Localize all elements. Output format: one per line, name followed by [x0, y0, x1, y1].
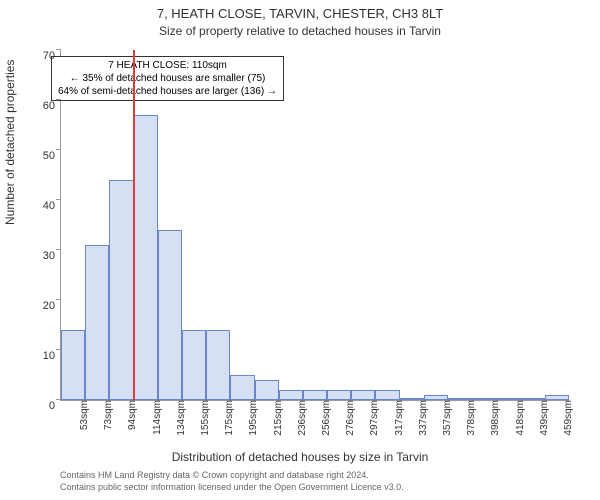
y-tick: 70 [43, 50, 61, 62]
x-tick: 236sqm [295, 400, 308, 436]
y-tick: 0 [49, 400, 61, 412]
histogram-bar [279, 390, 303, 400]
x-tick: 459sqm [561, 400, 574, 436]
property-marker-line [133, 50, 135, 400]
histogram-chart: 7 HEATH CLOSE: 110sqm ← 35% of detached … [60, 50, 569, 401]
x-tick: 418sqm [513, 400, 526, 436]
annotation-box: 7 HEATH CLOSE: 110sqm ← 35% of detached … [51, 56, 284, 101]
histogram-bar [303, 390, 327, 400]
x-tick: 114sqm [150, 400, 163, 435]
x-tick: 256sqm [319, 400, 332, 436]
x-tick: 317sqm [392, 400, 405, 436]
y-axis-label: Number of detached properties [3, 60, 17, 225]
histogram-bar [134, 115, 158, 400]
page-title: 7, HEATH CLOSE, TARVIN, CHESTER, CH3 8LT [0, 6, 600, 21]
histogram-bar [61, 330, 85, 400]
y-tick-mark [56, 199, 61, 200]
x-tick: 439sqm [537, 400, 550, 436]
x-tick: 94sqm [125, 400, 138, 430]
annotation-line1: 7 HEATH CLOSE: 110sqm [58, 59, 277, 72]
histogram-bar [85, 245, 109, 400]
histogram-bar [230, 375, 254, 400]
annotation-line3: 64% of semi-detached houses are larger (… [58, 85, 277, 98]
x-tick: 378sqm [464, 400, 477, 436]
footer-copyright: Contains HM Land Registry data © Crown c… [60, 470, 369, 482]
histogram-bar [109, 180, 133, 400]
y-tick-mark [56, 299, 61, 300]
x-tick: 297sqm [367, 400, 380, 436]
x-tick: 215sqm [271, 400, 284, 436]
histogram-bar [255, 380, 279, 400]
y-tick-mark [56, 49, 61, 50]
x-tick: 357sqm [440, 400, 453, 436]
histogram-bar [327, 390, 351, 400]
x-tick: 195sqm [246, 400, 259, 436]
x-tick: 134sqm [174, 400, 187, 436]
footer-license: Contains public sector information licen… [60, 482, 404, 494]
y-tick-mark [56, 149, 61, 150]
x-tick: 337sqm [416, 400, 429, 436]
y-tick: 20 [43, 300, 61, 312]
x-axis-label: Distribution of detached houses by size … [0, 450, 600, 464]
x-tick: 276sqm [343, 400, 356, 436]
annotation-line2: ← 35% of detached houses are smaller (75… [58, 72, 277, 85]
histogram-bar [206, 330, 230, 400]
histogram-bar [182, 330, 206, 400]
y-tick: 10 [43, 350, 61, 362]
x-tick: 175sqm [222, 400, 235, 436]
y-tick: 30 [43, 250, 61, 262]
x-tick: 155sqm [198, 400, 211, 436]
y-tick-mark [56, 249, 61, 250]
histogram-bar [375, 390, 399, 400]
x-tick: 73sqm [101, 400, 114, 430]
x-tick: 53sqm [77, 400, 90, 430]
histogram-bar [158, 230, 182, 400]
x-tick: 398sqm [488, 400, 501, 436]
y-tick: 50 [43, 150, 61, 162]
y-tick-mark [56, 99, 61, 100]
y-tick: 40 [43, 200, 61, 212]
page-subtitle: Size of property relative to detached ho… [0, 24, 600, 38]
histogram-bar [351, 390, 375, 400]
y-tick: 60 [43, 100, 61, 112]
